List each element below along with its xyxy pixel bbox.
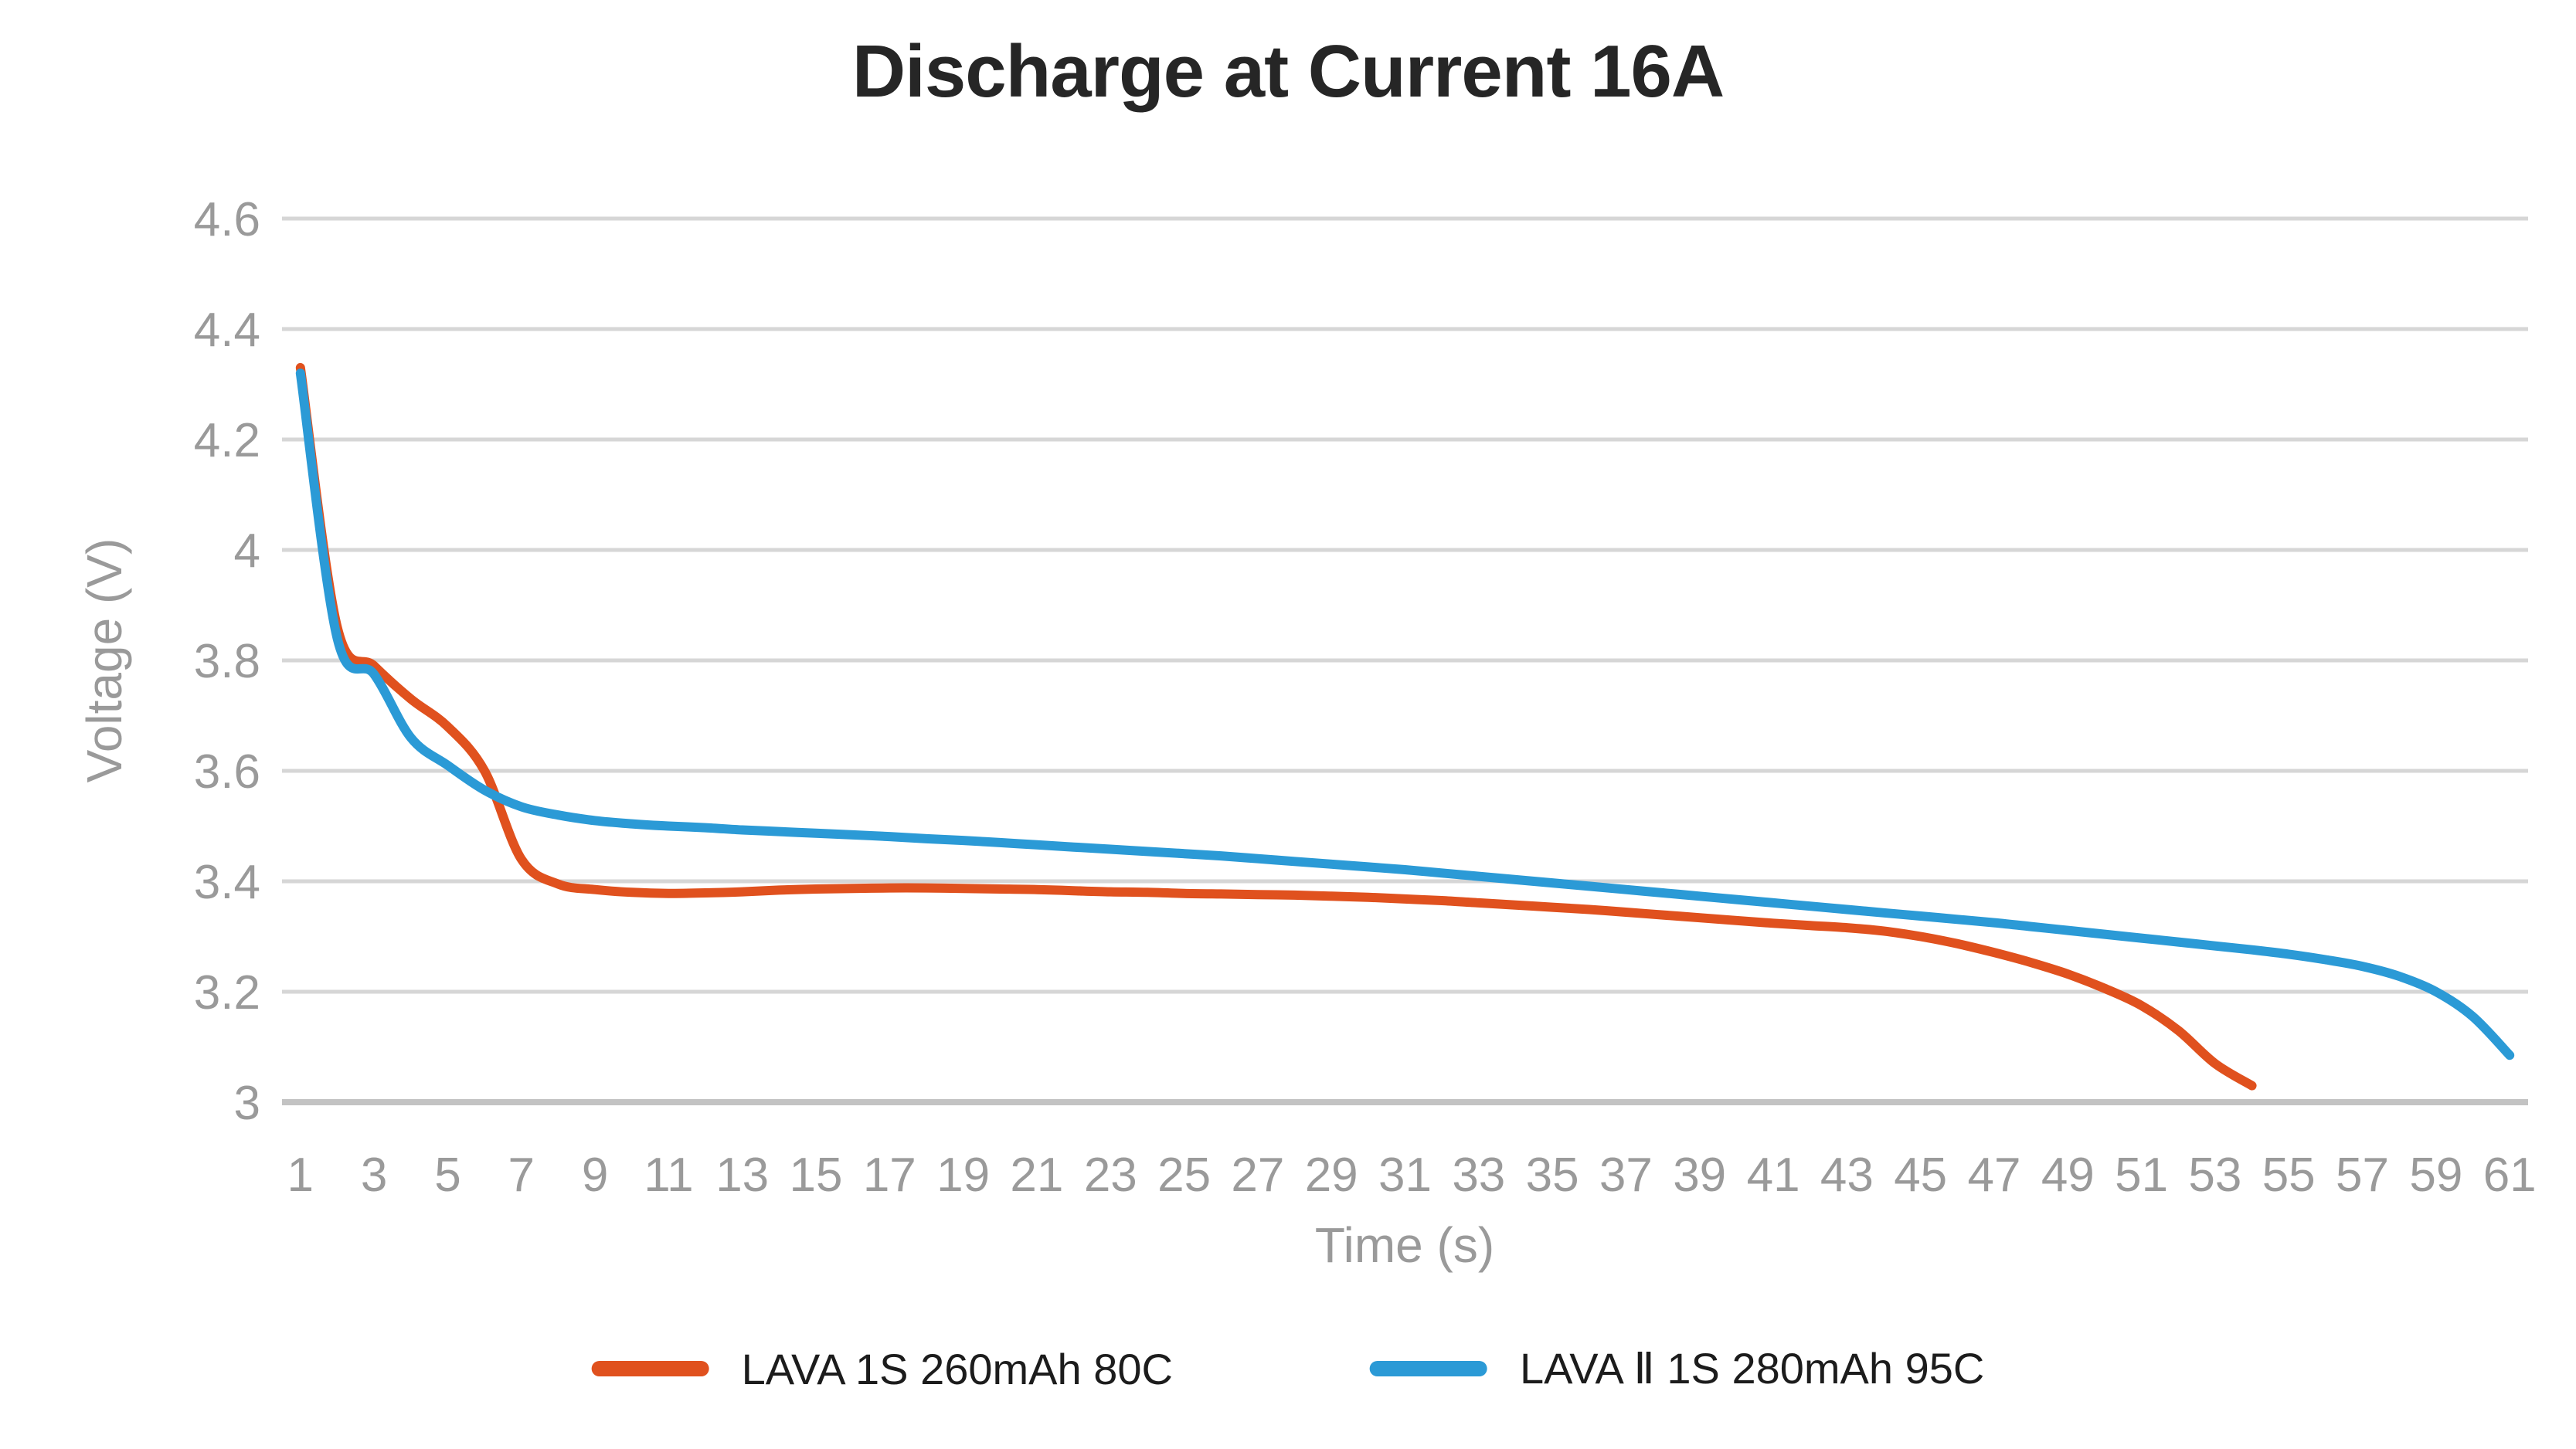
x-tick-label: 45	[1894, 1149, 1947, 1202]
x-tick-label: 1	[287, 1149, 314, 1202]
y-tick-label: 4.2	[194, 414, 260, 467]
x-tick-label: 3	[361, 1149, 387, 1202]
series-line-lava-2-1s-280mah	[295, 368, 2515, 1060]
x-tick-label: 53	[2188, 1149, 2241, 1202]
x-tick-label: 25	[1157, 1149, 1211, 1202]
legend-label: LAVA 1S 260mAh 80C	[741, 1344, 1173, 1393]
x-tick-label: 21	[1010, 1149, 1063, 1202]
x-tick-label: 15	[790, 1149, 843, 1202]
y-tick-label: 3	[234, 1077, 260, 1130]
y-tick-label: 3.4	[194, 856, 260, 909]
y-axis-title: Voltage (V)	[76, 538, 132, 783]
x-tick-label: 39	[1673, 1149, 1726, 1202]
y-tick-label: 4.4	[194, 304, 260, 357]
x-tick-label: 35	[1526, 1149, 1579, 1202]
x-tick-label: 57	[2336, 1149, 2389, 1202]
x-tick-label: 59	[2409, 1149, 2462, 1202]
x-tick-label: 37	[1599, 1149, 1653, 1202]
legend-item-lava-1s[interactable]: LAVA 1S 260mAh 80C	[591, 1344, 1173, 1394]
x-tick-label: 31	[1378, 1149, 1432, 1202]
legend-item-lava-2[interactable]: LAVA Ⅱ 1S 280mAh 95C	[1369, 1343, 1985, 1394]
x-tick-label: 27	[1231, 1149, 1284, 1202]
x-tick-label: 33	[1452, 1149, 1505, 1202]
legend-line-icon	[1369, 1361, 1487, 1376]
x-tick-label: 43	[1820, 1149, 1874, 1202]
legend-label: LAVA Ⅱ 1S 280mAh 95C	[1519, 1344, 1985, 1393]
x-tick-label: 5	[434, 1149, 460, 1202]
y-tick-label: 3.6	[194, 745, 260, 799]
y-tick-label: 3.2	[194, 966, 260, 1020]
x-tick-label: 61	[2483, 1149, 2537, 1202]
x-tick-label: 51	[2115, 1149, 2168, 1202]
x-tick-label: 7	[508, 1149, 535, 1202]
x-tick-label: 17	[863, 1149, 916, 1202]
y-tick-label: 4	[234, 524, 260, 578]
legend-line-icon	[591, 1361, 709, 1376]
y-tick-label: 4.6	[194, 193, 260, 246]
x-tick-label: 41	[1747, 1149, 1800, 1202]
x-tick-label: 29	[1305, 1149, 1358, 1202]
x-tick-label: 13	[715, 1149, 769, 1202]
x-axis-title: Time (s)	[1314, 1217, 1495, 1273]
x-tick-label: 23	[1084, 1149, 1137, 1202]
legend: LAVA 1S 260mAh 80C LAVA Ⅱ 1S 280mAh 95C	[591, 1343, 1985, 1394]
series-line-lava-1s-260mah	[295, 363, 2257, 1091]
x-tick-label: 19	[936, 1149, 990, 1202]
x-tick-label: 55	[2262, 1149, 2316, 1202]
x-tick-label: 9	[582, 1149, 608, 1202]
x-tick-label: 11	[644, 1149, 693, 1202]
y-tick-label: 3.8	[194, 635, 260, 688]
x-tick-label: 49	[2041, 1149, 2095, 1202]
chart-title: Discharge at Current 16A	[851, 30, 1725, 113]
x-tick-label: 47	[1968, 1149, 2021, 1202]
